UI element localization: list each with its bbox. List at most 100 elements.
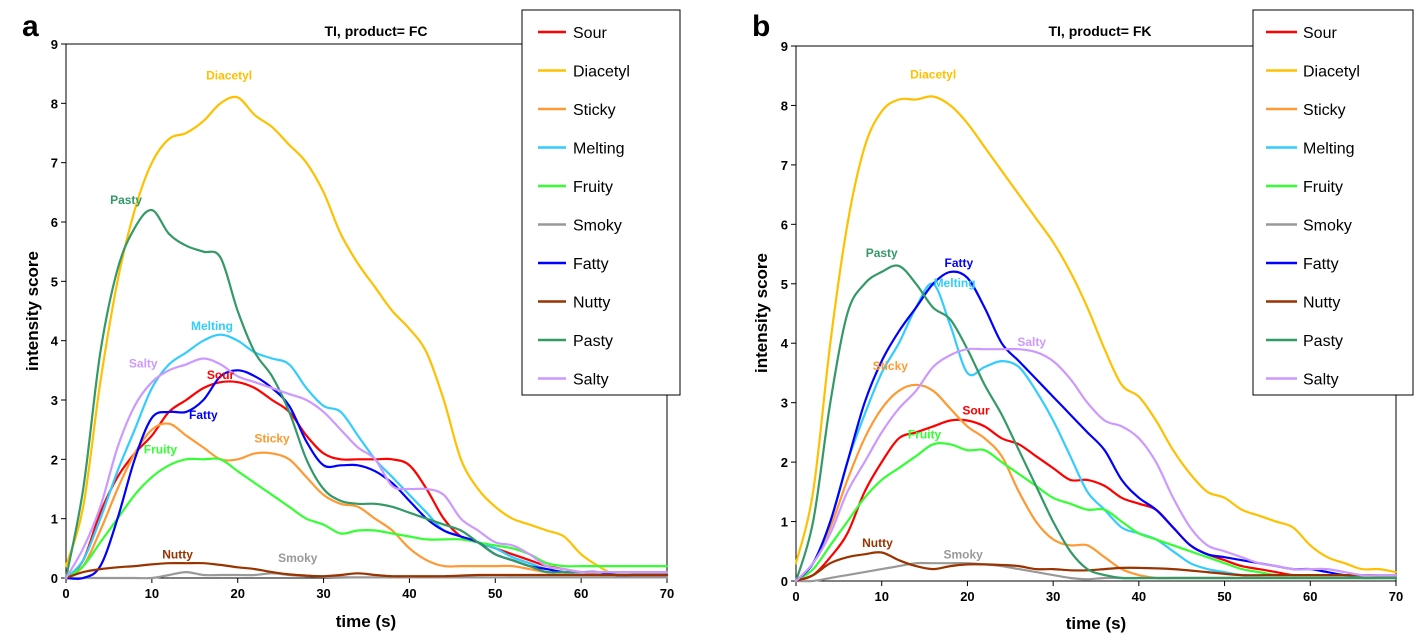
y-tick-label: 8 xyxy=(781,98,788,113)
annotation-fatty: Fatty xyxy=(945,256,974,270)
y-tick-label: 0 xyxy=(51,571,58,586)
x-tick-label: 70 xyxy=(660,586,674,601)
x-axis-title-a: time (s) xyxy=(336,612,396,631)
legend-label-melting: Melting xyxy=(1303,141,1355,158)
legend-label-fatty: Fatty xyxy=(1303,256,1339,273)
annotation-melting: Melting xyxy=(934,276,976,290)
y-tick-label: 8 xyxy=(51,96,58,111)
x-tick-label: 60 xyxy=(574,586,588,601)
x-tick-label: 60 xyxy=(1303,589,1317,604)
series-line-pasty xyxy=(64,208,669,580)
annotation-fatty: Fatty xyxy=(189,408,218,422)
legend-label-smoky: Smoky xyxy=(1303,218,1352,235)
y-tick-label: 6 xyxy=(781,217,788,232)
x-tick-label: 20 xyxy=(960,589,974,604)
chart-title-a: TI, product= FC xyxy=(324,23,427,39)
x-tick-label: 50 xyxy=(488,586,502,601)
y-tick-label: 6 xyxy=(51,215,58,230)
annotation-smoky: Smoky xyxy=(278,551,318,565)
legend-label-smoky: Smoky xyxy=(573,218,622,235)
y-axis-title-a: intensity score xyxy=(23,251,42,371)
legend-label-diacetyl: Diacetyl xyxy=(573,64,630,81)
annotation-pasty: Pasty xyxy=(110,193,142,207)
series-line-nutty xyxy=(794,551,1398,583)
annotation-melting: Melting xyxy=(191,319,233,333)
panel-letter-b: b xyxy=(752,10,770,43)
annotation-fruity: Fruity xyxy=(144,442,178,456)
x-tick-label: 30 xyxy=(316,586,330,601)
y-axis-title-b: intensity score xyxy=(752,253,771,373)
annotation-salty: Salty xyxy=(129,356,158,370)
annotation-sticky: Sticky xyxy=(254,432,290,446)
panel-a: a TI, product= FC time (s) intensity sco… xyxy=(22,9,681,631)
x-tick-label: 50 xyxy=(1217,589,1231,604)
ticks-a: 0 10 20 30 40 50 60 70 0 1 2 3 4 5 6 7 8 9 xyxy=(51,37,674,601)
series-line-smoky xyxy=(64,571,669,580)
legend-a: Sour Diacetyl Sticky Melting Fruity Smoky Fatt… xyxy=(521,9,681,396)
x-tick-label: 70 xyxy=(1389,589,1403,604)
panel-letter-a: a xyxy=(22,10,39,43)
legend-label-fruity: Fruity xyxy=(1303,179,1343,196)
y-tick-label: 4 xyxy=(51,334,59,349)
legend-box-a xyxy=(521,9,681,396)
x-tick-label: 40 xyxy=(1132,589,1146,604)
y-tick-label: 2 xyxy=(51,452,58,467)
legend-label-salty: Salty xyxy=(1303,372,1339,389)
annotations-b: Sour Diacetyl Sticky Melting Fruity Smoky Fatt… xyxy=(862,68,1046,562)
legend-label-melting: Melting xyxy=(573,141,625,158)
legend-label-pasty: Pasty xyxy=(573,333,613,350)
series-line-diacetyl xyxy=(64,95,669,577)
annotations-a: Sour Diacetyl Sticky Melting Fruity Smoky Fatt… xyxy=(110,69,318,565)
legend-label-fruity: Fruity xyxy=(573,179,613,196)
y-tick-label: 3 xyxy=(51,393,58,408)
series-line-salty xyxy=(794,347,1398,583)
annotation-nutty: Nutty xyxy=(862,536,893,550)
x-tick-label: 10 xyxy=(145,586,159,601)
annotation-diacetyl: Diacetyl xyxy=(206,69,252,83)
x-tick-label: 30 xyxy=(1046,589,1060,604)
y-tick-label: 9 xyxy=(781,39,788,54)
y-tick-label: 1 xyxy=(781,515,788,530)
annotation-fruity: Fruity xyxy=(908,427,942,441)
annotation-smoky: Smoky xyxy=(943,547,983,561)
series-lines-b xyxy=(794,95,1398,583)
legend-label-nutty: Nutty xyxy=(573,295,610,312)
y-tick-label: 9 xyxy=(51,37,58,52)
annotation-sticky: Sticky xyxy=(873,359,909,373)
legend-label-diacetyl: Diacetyl xyxy=(1303,64,1360,81)
x-tick-label: 0 xyxy=(62,586,69,601)
legend-label-fatty: Fatty xyxy=(573,256,609,273)
y-tick-label: 5 xyxy=(51,274,58,289)
annotation-pasty: Pasty xyxy=(866,246,898,260)
annotation-salty: Salty xyxy=(1017,335,1046,349)
legend-label-nutty: Nutty xyxy=(1303,295,1340,312)
annotation-sour: Sour xyxy=(962,404,990,418)
x-tick-label: 10 xyxy=(874,589,888,604)
annotation-nutty: Nutty xyxy=(162,547,193,561)
y-tick-label: 3 xyxy=(781,396,788,411)
annotation-diacetyl: Diacetyl xyxy=(910,68,956,82)
legend-label-sticky: Sticky xyxy=(573,102,616,119)
y-tick-label: 4 xyxy=(781,336,789,351)
legend-label-sticky: Sticky xyxy=(1303,102,1346,119)
legend-box-b xyxy=(1252,9,1414,396)
annotation-sour: Sour xyxy=(207,368,235,382)
series-lines-a xyxy=(64,95,669,580)
series-line-pasty xyxy=(794,264,1398,583)
ticks-b: 0 10 20 30 40 50 60 70 0 1 2 3 4 5 6 7 8 9 xyxy=(781,39,1403,604)
y-tick-label: 7 xyxy=(781,158,788,173)
y-tick-label: 0 xyxy=(781,574,788,589)
legend-b: Sour Diacetyl Sticky Melting Fruity Smoky Fatt… xyxy=(1252,9,1414,396)
series-line-salty xyxy=(64,357,669,580)
x-tick-label: 0 xyxy=(792,589,799,604)
x-tick-label: 40 xyxy=(402,586,416,601)
y-tick-label: 7 xyxy=(51,156,58,171)
series-line-diacetyl xyxy=(794,95,1398,574)
x-tick-label: 20 xyxy=(230,586,244,601)
chart-title-b: TI, product= FK xyxy=(1048,23,1151,39)
series-line-nutty xyxy=(64,561,669,580)
legend-label-salty: Salty xyxy=(573,372,609,389)
panel-b: b TI, product= FK time (s) intensity sco… xyxy=(752,9,1414,633)
legend-label-pasty: Pasty xyxy=(1303,333,1343,350)
